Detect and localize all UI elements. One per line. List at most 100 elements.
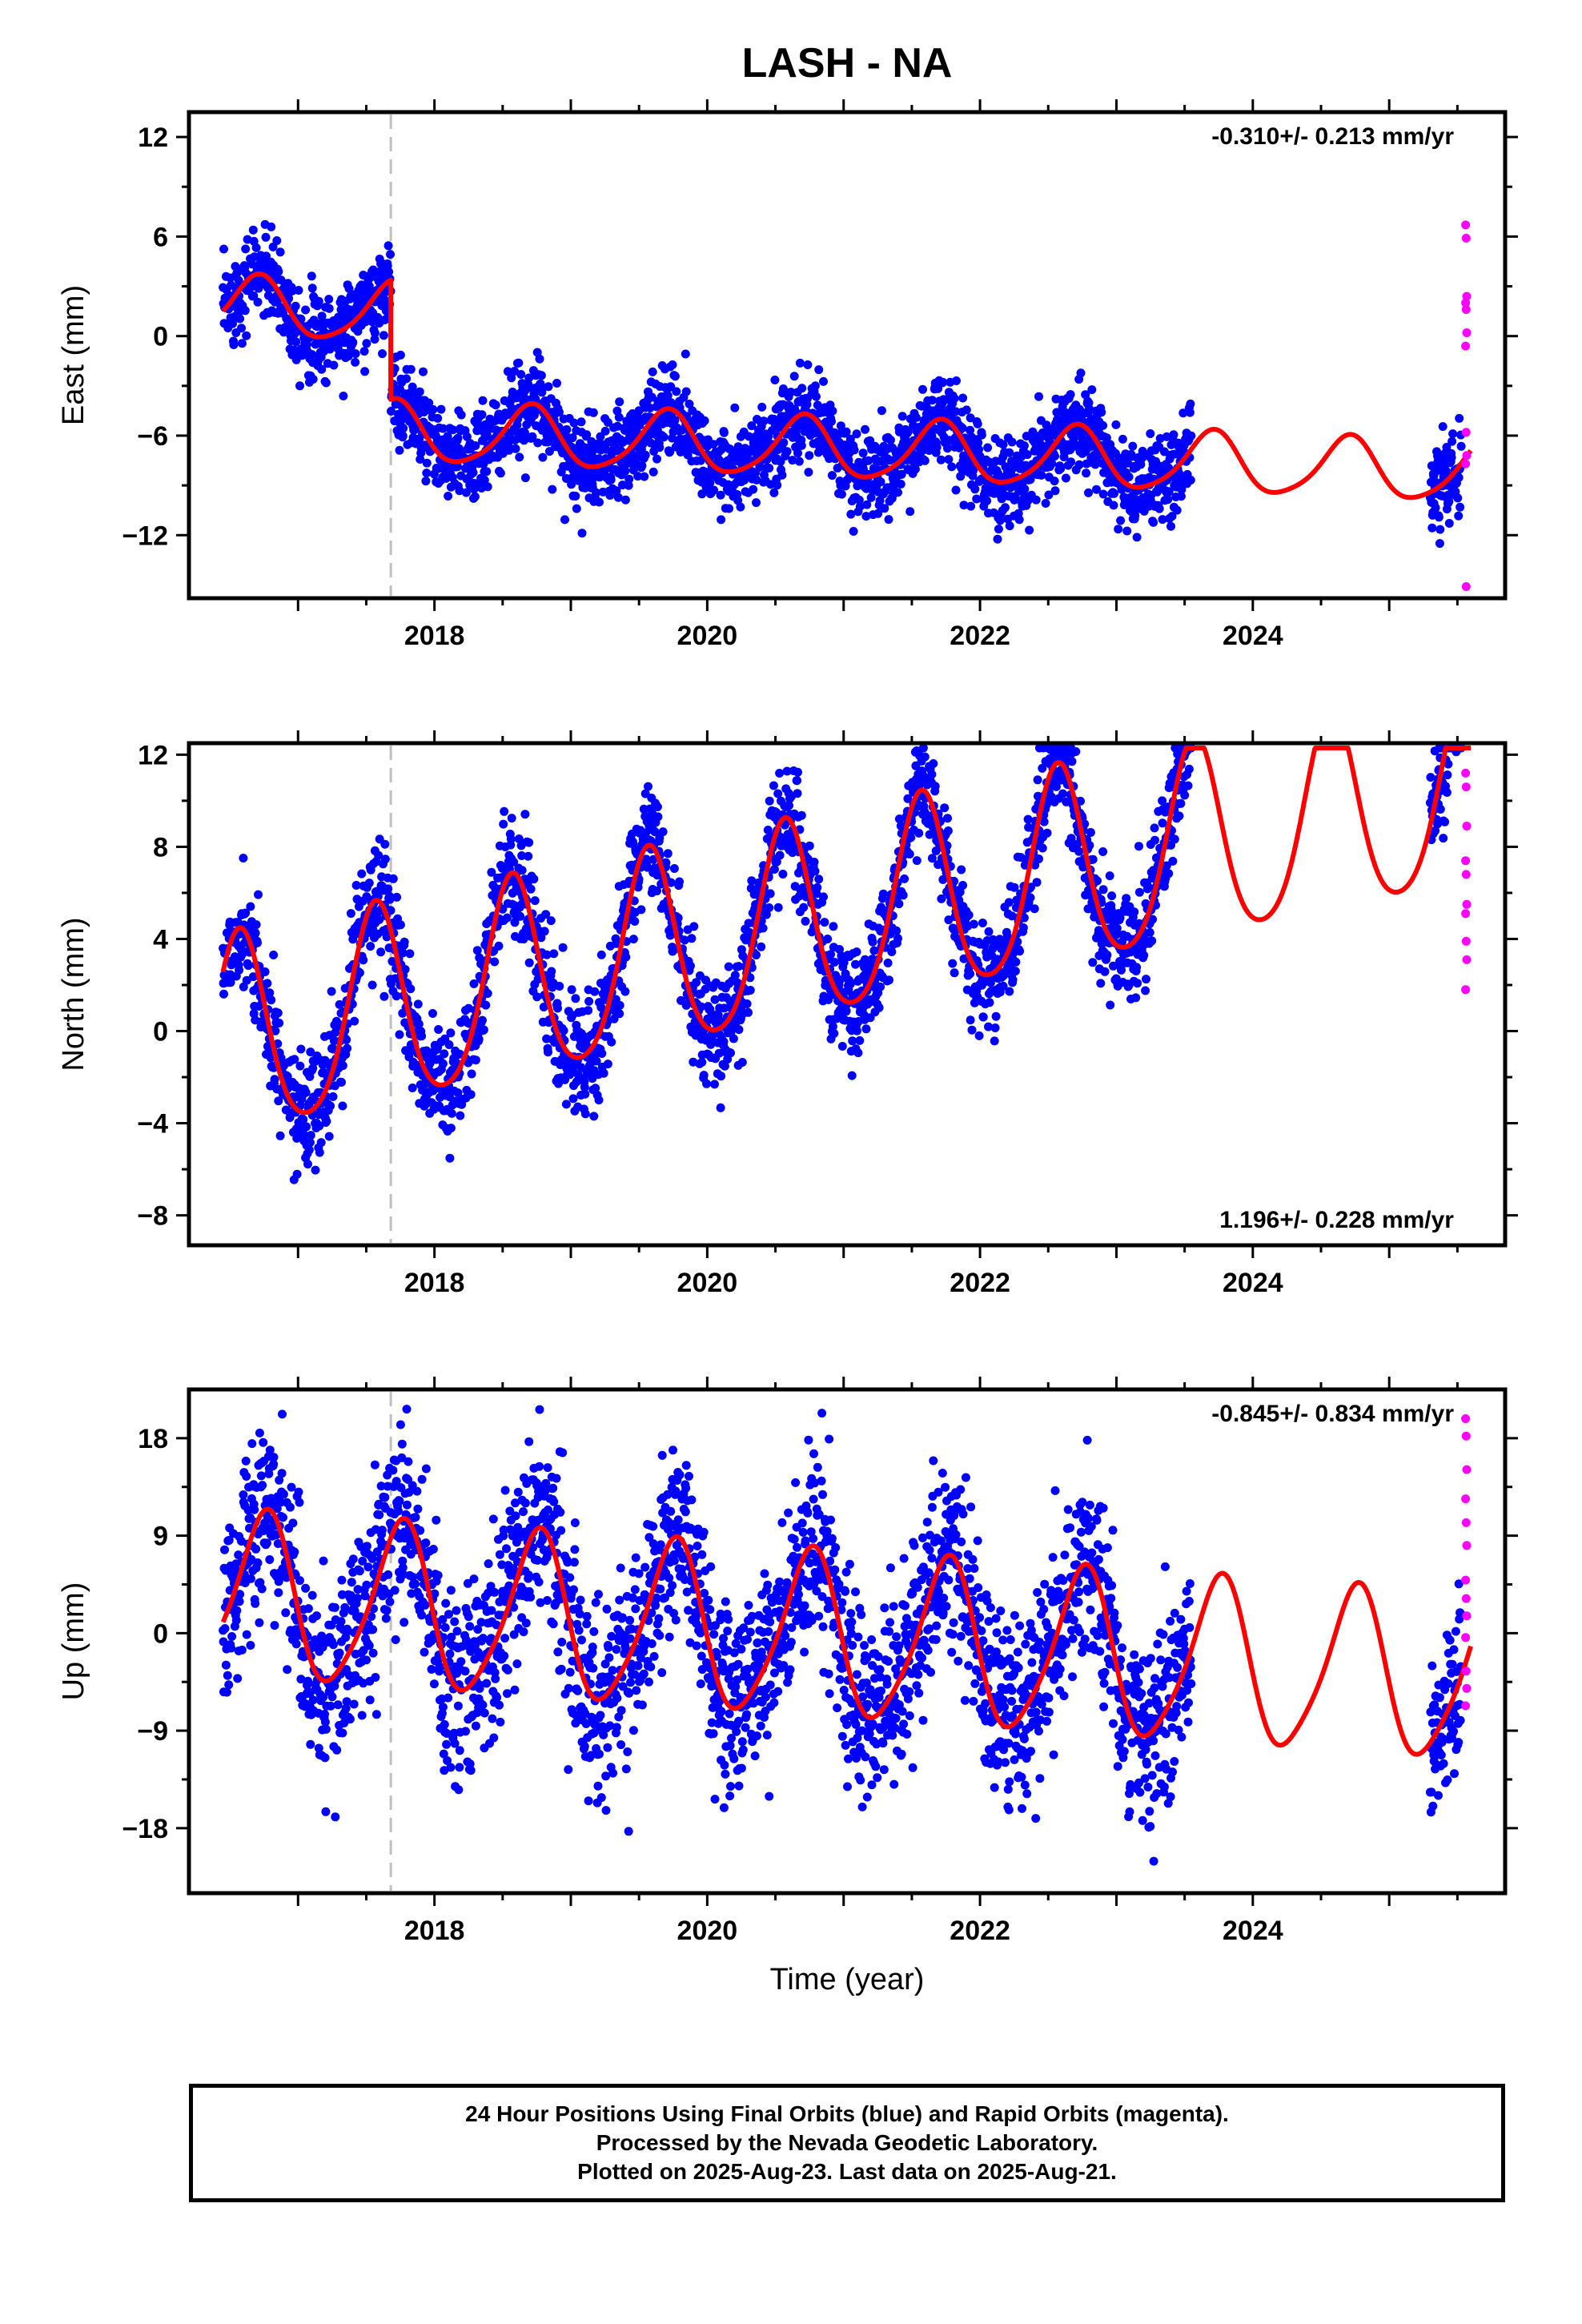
final-point [395,445,404,455]
final-point [1007,437,1017,447]
final-point [1124,472,1134,481]
final-point [326,1101,335,1111]
final-point [1076,368,1086,378]
final-point [644,782,652,791]
final-point [321,378,331,388]
final-point [729,1034,738,1043]
final-point [275,1019,284,1027]
final-point [483,482,492,492]
final-point [546,916,556,926]
final-point [571,994,580,1003]
final-point [576,417,586,427]
final-point [571,492,580,501]
final-point [1098,420,1108,430]
final-point [273,1008,283,1018]
final-point [675,877,685,887]
final-point [837,1042,847,1051]
final-point [752,498,761,508]
final-point [436,404,446,414]
final-point [893,934,902,943]
final-point [462,432,472,441]
final-point [306,1131,315,1140]
final-point [793,776,801,786]
final-point [560,515,569,525]
final-point [686,961,695,971]
final-point [893,488,902,497]
y-tick-label: −12 [122,521,168,551]
final-point [614,412,624,422]
final-point [370,328,379,338]
final-point [730,971,740,980]
final-point [1444,497,1454,506]
final-point [237,339,247,348]
final-point [594,1096,604,1105]
final-point [1448,429,1458,439]
final-point [267,222,276,231]
final-point [366,942,375,951]
final-point [716,490,725,500]
final-point [672,387,681,396]
final-point [1050,486,1060,496]
final-point [749,485,758,494]
final-point [301,305,311,315]
final-point [446,1124,456,1133]
final-point [600,426,610,436]
final-point [387,407,396,416]
final-point [447,1108,456,1118]
final-point [1004,898,1014,907]
final-point [932,443,942,452]
final-point [1050,452,1059,460]
final-point [918,384,927,394]
final-point [524,380,533,389]
final-point [737,1058,747,1067]
final-point [239,854,248,862]
final-point [536,371,546,380]
final-point [567,480,576,489]
final-point [905,507,915,517]
x-tick-label: 2018 [404,621,465,651]
final-point [765,464,774,472]
final-point [977,430,986,440]
final-point [538,452,548,462]
final-point [1041,499,1050,508]
final-point [1455,413,1464,423]
final-point [468,468,478,477]
final-point [911,412,921,422]
final-point [876,982,885,991]
final-point [520,810,530,819]
final-point [308,375,318,384]
final-point [267,995,276,1005]
final-point [742,999,752,1008]
final-point [620,466,630,476]
final-point [597,1049,607,1058]
final-point [648,367,657,376]
final-point [663,849,673,858]
final-point [422,458,432,468]
final-point [516,911,525,921]
final-point [685,400,694,408]
final-point [471,1055,480,1065]
final-point [402,374,412,384]
final-point [295,381,304,391]
final-point [1034,392,1043,401]
final-point [920,752,930,762]
final-point [338,1061,347,1071]
final-point [291,301,300,311]
final-point [1434,513,1443,522]
final-point [613,493,623,502]
final-point [1163,495,1173,505]
rapid-orbit-points [1461,220,1472,591]
final-point [294,286,303,295]
final-point [553,1003,562,1013]
final-point [399,424,408,433]
final-point [982,496,992,505]
final-point [572,504,581,513]
final-point [1185,408,1195,417]
final-point [640,472,649,481]
final-point [453,433,463,443]
final-point [408,1084,417,1092]
final-point [1030,904,1039,914]
final-point [1087,385,1097,395]
final-point [878,889,888,899]
